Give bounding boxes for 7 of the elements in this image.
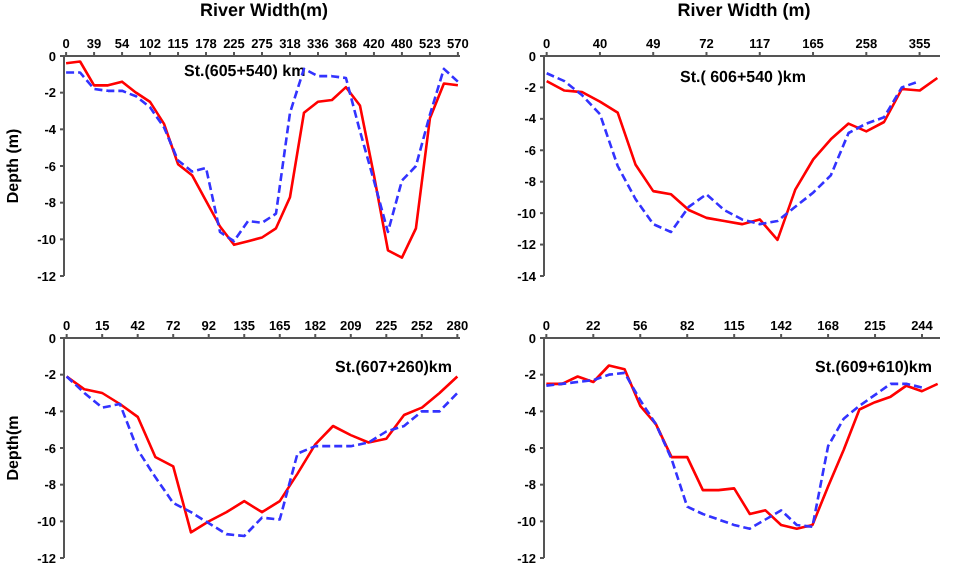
annotation: St.(607+260)km xyxy=(335,358,452,376)
annotation: St.(609+610)km xyxy=(815,358,932,376)
x-axis-title: River Width(m) xyxy=(198,0,330,20)
y-axis-title: Depth(m xyxy=(3,415,22,481)
annotation: St.( 606+540 )km xyxy=(680,68,806,86)
y-axis-title: Depth (m) xyxy=(3,128,22,204)
x-axis-title: River Width (m) xyxy=(675,0,813,20)
